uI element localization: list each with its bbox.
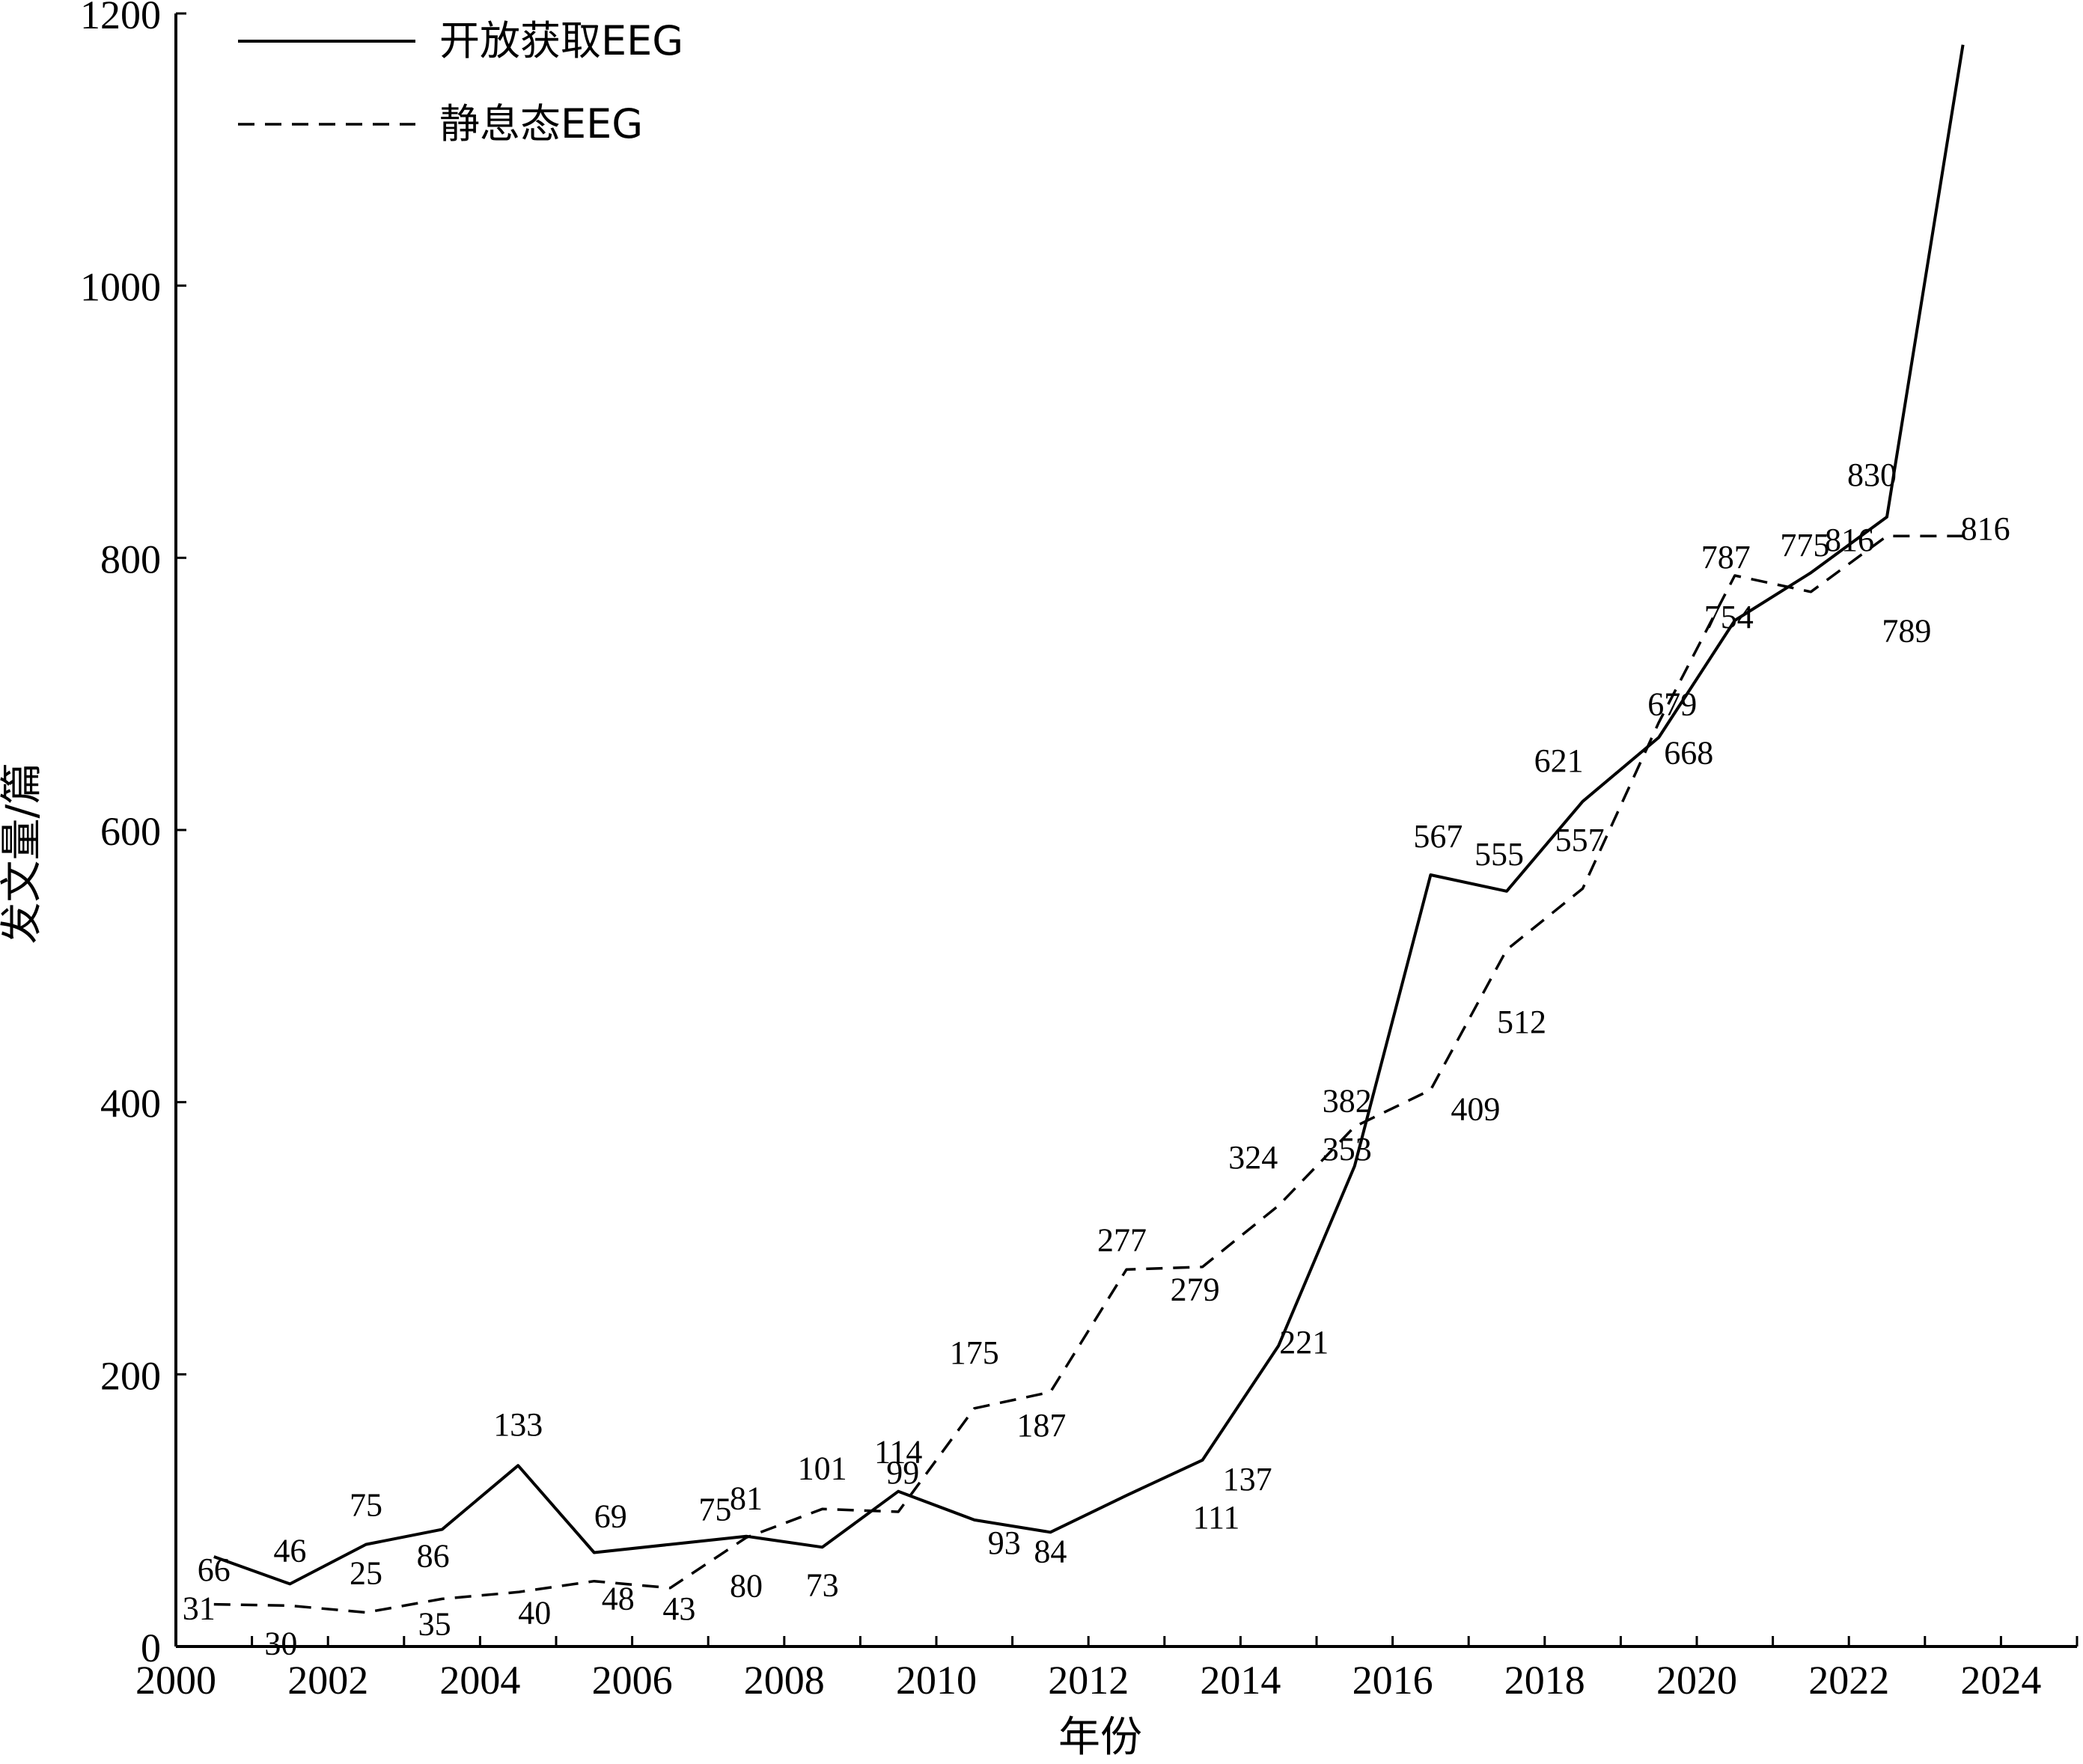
data-label-open-access-eeg: 567 [1413,818,1463,855]
data-label-open-access-eeg: 111 [1193,1499,1240,1536]
y-tick-label: 0 [141,1626,161,1670]
y-axis-title: 发文量/篇 [0,763,46,944]
data-label-open-access-eeg: 75 [698,1492,731,1528]
data-label-resting-state-eeg: 512 [1497,1004,1546,1040]
x-tick-label: 2006 [592,1658,673,1703]
data-label-resting-state-eeg: 324 [1228,1139,1278,1176]
data-label-open-access-eeg: 69 [594,1498,627,1535]
data-label-resting-state-eeg: 99 [886,1454,919,1491]
data-label-resting-state-eeg: 101 [798,1450,847,1486]
data-label-open-access-eeg: 46 [273,1532,306,1569]
data-label-resting-state-eeg: 775 [1780,527,1829,564]
data-label-open-access-eeg: 555 [1474,836,1524,873]
data-label-resting-state-eeg: 816 [1825,522,1874,558]
data-label-resting-state-eeg: 35 [418,1605,451,1642]
y-tick-label: 200 [100,1353,161,1398]
x-tick-label: 2016 [1352,1658,1433,1703]
data-label-resting-state-eeg: 175 [950,1334,999,1371]
x-tick-label: 2024 [1960,1658,2041,1703]
data-label-open-access-eeg: 621 [1534,742,1584,779]
data-label-open-access-eeg: 75 [350,1487,382,1524]
data-label-open-access-eeg: 789 [1882,612,1931,649]
x-tick-label: 2012 [1048,1658,1129,1703]
series-layer [213,44,1965,1614]
data-label-open-access-eeg: 754 [1704,599,1754,635]
data-label-open-access-eeg: 137 [1223,1461,1272,1498]
x-tick-label: 2014 [1200,1658,1281,1703]
x-tick-label: 2018 [1504,1658,1585,1703]
x-tick-label: 2020 [1656,1658,1737,1703]
x-ticks: 2000 2002 2004 2006 2008 2010 2012 2014 2016 2018… [135,1636,2079,1703]
x-tick-label: 2004 [439,1658,520,1703]
x-tick-label: 2002 [287,1658,368,1703]
y-tick-label: 400 [100,1081,161,1126]
data-label-open-access-eeg: 93 [988,1525,1021,1561]
y-tick-label: 800 [100,537,161,582]
y-ticks: 0 200 400 600 800 1000 1200 [80,0,186,1670]
data-label-open-access-eeg: 668 [1664,734,1713,771]
x-tick-label: 2010 [896,1658,977,1703]
data-label-resting-state-eeg: 40 [518,1594,551,1631]
y-tick-label: 1200 [80,0,161,37]
data-label-open-access-eeg: 133 [493,1406,543,1443]
data-label-open-access-eeg: 221 [1279,1324,1329,1361]
series-line-open-access-eeg [213,44,1965,1586]
data-label-open-access-eeg: 73 [806,1566,839,1603]
y-tick-label: 600 [100,809,161,854]
data-label-resting-state-eeg: 43 [662,1590,695,1627]
data-label-resting-state-eeg: 80 [730,1568,763,1605]
data-label-resting-state-eeg: 816 [1961,510,2010,547]
data-label-open-access-eeg: 353 [1323,1131,1372,1168]
x-axis-title: 年份 [1058,1713,1142,1762]
legend-label-open-access-eeg: 开放获取EEG [439,17,683,64]
x-tick-label: 2000 [135,1658,216,1703]
data-label-resting-state-eeg: 409 [1451,1090,1500,1127]
series-line-resting-state-eeg [213,534,1963,1614]
y-tick-label: 1000 [80,265,161,310]
data-label-open-access-eeg: 830 [1847,457,1897,493]
data-label-resting-state-eeg: 277 [1097,1221,1147,1258]
legend-label-resting-state-eeg: 静息态EEG [439,100,643,147]
data-label-resting-state-eeg: 679 [1647,686,1697,722]
data-label-open-access-eeg: 81 [730,1480,763,1517]
axes [174,13,2077,1648]
data-label-resting-state-eeg: 31 [183,1590,216,1627]
legend: 开放获取EEG 静息态EEG [238,17,683,147]
data-label-resting-state-eeg: 382 [1323,1082,1372,1119]
data-label-resting-state-eeg: 48 [602,1581,635,1617]
data-label-open-access-eeg: 84 [1034,1533,1067,1569]
data-label-resting-state-eeg: 30 [264,1625,297,1661]
data-label-resting-state-eeg: 187 [1016,1407,1066,1444]
data-label-resting-state-eeg: 279 [1171,1272,1220,1308]
data-label-open-access-eeg: 86 [417,1538,450,1575]
data-label-open-access-eeg: 66 [198,1551,231,1588]
data-label-resting-state-eeg: 25 [350,1555,382,1592]
data-label-resting-state-eeg: 787 [1701,539,1751,576]
x-tick-label: 2022 [1808,1658,1889,1703]
data-label-resting-state-eeg: 557 [1555,822,1605,858]
x-tick-label: 2008 [744,1658,825,1703]
data-label-open-access-eeg: 114 [874,1434,922,1471]
